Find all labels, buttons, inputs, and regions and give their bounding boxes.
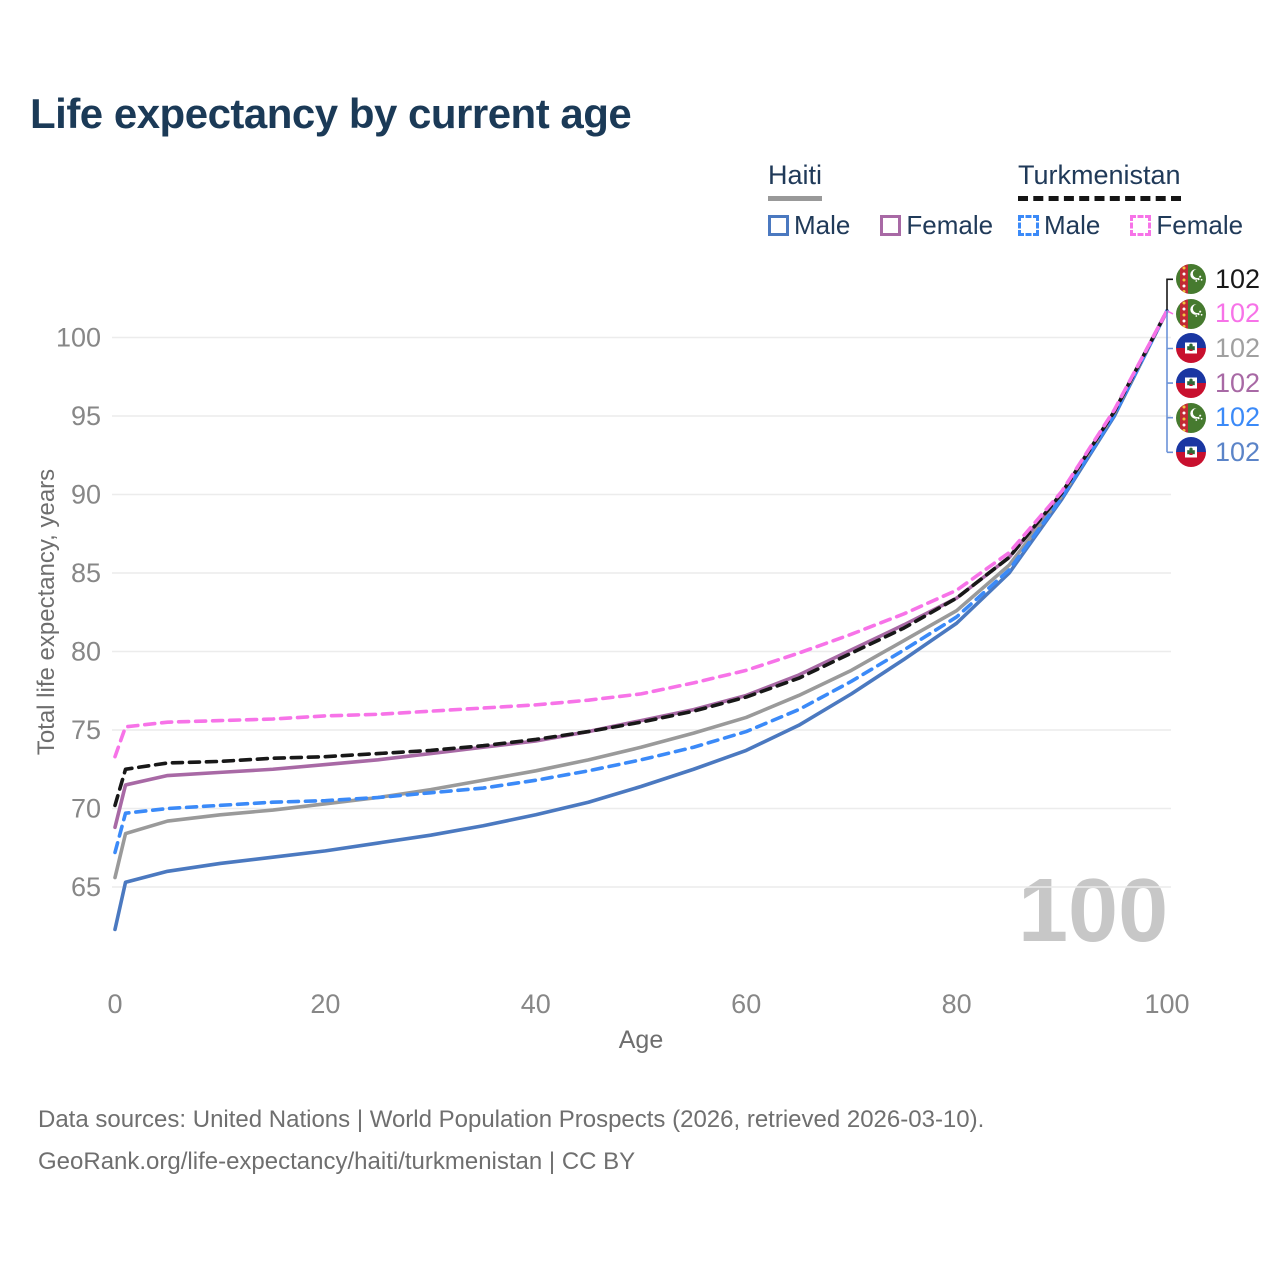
legend-item-turkmenistan-male[interactable]: Male (1018, 210, 1100, 241)
page-title: Life expectancy by current age (30, 90, 632, 137)
turkmenistan-flag-icon (1176, 264, 1206, 295)
series-line-turkmenistan[interactable] (113, 309, 1169, 808)
end-label-value: 102 (1215, 298, 1261, 329)
leader-line-turkmenistan (1166, 278, 1173, 311)
haiti-flag-icon (1176, 437, 1206, 468)
turkmenistan-flag-icon (1176, 402, 1206, 433)
series-end-labels: 102 102 102 102 (1176, 262, 1260, 470)
x-tick-label: 0 (107, 989, 122, 1019)
haiti-flag-icon (1176, 368, 1206, 399)
series-line-haiti[interactable] (113, 309, 1169, 880)
haiti-flag-icon (1176, 333, 1206, 364)
leader-line-turkmenistan-female (1166, 310, 1174, 315)
legend-item-turkmenistan-female[interactable]: Female (1130, 210, 1243, 241)
end-label-row-haiti-female: 102 (1176, 366, 1260, 401)
end-label-row-turkmenistan-female: 102 (1176, 297, 1260, 332)
x-axis-title: Age (618, 1026, 664, 1054)
legend-item-haiti-male[interactable]: Male (768, 210, 850, 241)
legend-label: Male (794, 210, 851, 240)
haiti-flag-icon (1176, 333, 1206, 364)
legend-header-turkmenistan[interactable]: Turkmenistan (1018, 160, 1181, 201)
x-tick-label: 80 (942, 989, 972, 1019)
series-line-haiti-male[interactable] (113, 309, 1169, 932)
haiti-male-swatch-icon (768, 215, 789, 236)
turkmenistan-flag-icon (1176, 402, 1206, 433)
y-tick-label: 100 (56, 323, 101, 353)
y-tick-label: 90 (71, 480, 101, 510)
x-tick-label: 20 (310, 989, 340, 1019)
y-tick-label: 80 (71, 637, 101, 667)
y-tick-label: 75 (71, 715, 101, 745)
y-tick-label: 95 (71, 401, 101, 431)
series-line-turkmenistan-male[interactable] (113, 309, 1169, 855)
legend-label: Female (1156, 210, 1244, 240)
legend-group-turkmenistan: Turkmenistan Male Female (1018, 160, 1243, 241)
footer-attribution[interactable]: GeoRank.org/life-expectancy/haiti/turkme… (38, 1148, 636, 1175)
hovered-age-watermark: 100 (1018, 861, 1169, 961)
end-label-value: 102 (1215, 436, 1261, 467)
y-tick-label: 70 (71, 794, 101, 824)
turkmenistan-male-swatch-icon (1018, 215, 1039, 236)
end-label-value: 102 (1215, 402, 1261, 433)
haiti-flag-icon (1176, 437, 1206, 468)
leader-line-group (1166, 310, 1173, 454)
end-label-row-turkmenistan: 102 (1176, 262, 1260, 297)
y-tick-label: 65 (71, 872, 101, 902)
end-label-row-haiti: 102 (1176, 331, 1260, 366)
series-line-turkmenistan-female[interactable] (113, 309, 1169, 759)
turkmenistan-female-swatch-icon (1130, 215, 1152, 236)
end-label-value: 102 (1215, 332, 1261, 363)
end-label-row-turkmenistan-male: 102 (1176, 400, 1260, 435)
end-label-value: 102 (1215, 263, 1261, 294)
end-label-row-haiti-male: 102 (1176, 435, 1260, 470)
haiti-female-swatch-icon (880, 215, 902, 236)
y-tick-label: 85 (71, 558, 101, 588)
x-tick-label: 100 (1144, 989, 1189, 1019)
legend-label: Male (1044, 210, 1101, 240)
turkmenistan-flag-icon (1176, 264, 1206, 295)
legend-label: Female (906, 210, 994, 240)
legend-header-haiti[interactable]: Haiti (768, 160, 823, 201)
turkmenistan-flag-icon (1176, 298, 1206, 329)
turkmenistan-flag-icon (1176, 298, 1206, 329)
footer-data-sources: Data sources: United Nations | World Pop… (38, 1106, 985, 1133)
haiti-flag-icon (1176, 368, 1206, 399)
end-label-value: 102 (1215, 367, 1261, 398)
x-tick-label: 60 (731, 989, 761, 1019)
x-tick-label: 40 (521, 989, 551, 1019)
legend-group-haiti: Haiti Male Female (768, 160, 993, 241)
legend-item-haiti-female[interactable]: Female (880, 210, 993, 241)
